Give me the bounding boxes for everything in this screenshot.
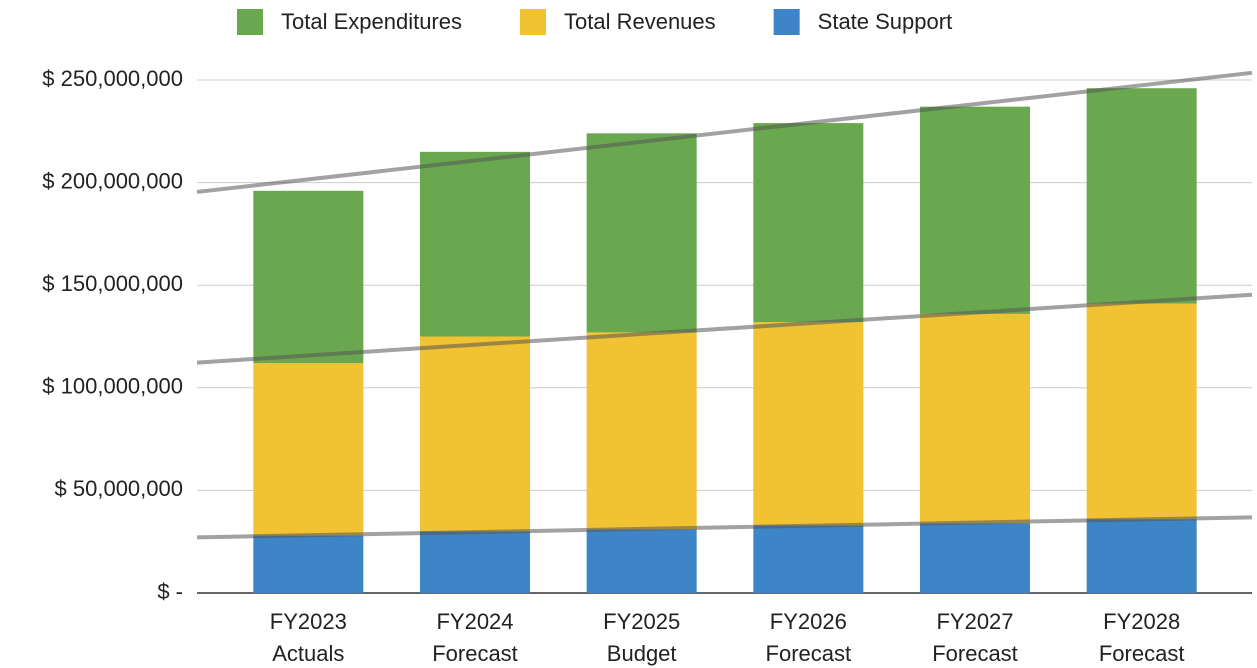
x-tick-label: Forecast — [432, 641, 518, 666]
bar-segment — [420, 531, 530, 593]
bar-segment — [1086, 88, 1197, 304]
bar-segment — [420, 336, 530, 532]
bar-segment — [1086, 519, 1197, 593]
y-tick-label: $ 100,000,000 — [42, 374, 183, 399]
bar-segment — [253, 535, 364, 593]
bar-segment — [1086, 303, 1197, 520]
y-tick-label: $ 150,000,000 — [42, 271, 183, 296]
x-tick-label: FY2026 — [770, 609, 847, 634]
trendline — [196, 292, 1253, 365]
x-tick-label: Forecast — [932, 641, 1018, 666]
bar-segment — [753, 525, 864, 593]
x-tick-label: FY2025 — [603, 609, 680, 634]
x-tick-label: Actuals — [272, 641, 344, 666]
x-tick-label: FY2028 — [1103, 609, 1180, 634]
bar-segment — [253, 190, 364, 364]
bar-segment — [586, 529, 697, 593]
legend-swatch — [773, 9, 800, 35]
bar-segment — [753, 322, 864, 526]
trendline — [196, 70, 1253, 194]
bar-segment — [920, 523, 1030, 593]
legend-label: State Support — [818, 9, 953, 34]
bar-segment — [586, 332, 697, 530]
bar-segment — [920, 106, 1030, 314]
y-tick-label: $ 200,000,000 — [42, 168, 183, 193]
y-tick-label: $ - — [157, 579, 183, 604]
bar-segment — [253, 363, 364, 536]
bar-segment — [920, 313, 1030, 524]
x-tick-label: Forecast — [1099, 641, 1185, 666]
trendline — [196, 515, 1253, 540]
x-tick-label: Forecast — [766, 641, 852, 666]
y-tick-label: $ 250,000,000 — [42, 66, 183, 91]
legend-label: Total Revenues — [564, 9, 716, 34]
legend-swatch — [237, 9, 263, 35]
x-tick-label: FY2023 — [270, 609, 347, 634]
x-tick-label: Budget — [607, 641, 677, 666]
legend-swatch — [520, 9, 546, 35]
bar-segment — [586, 133, 697, 333]
x-tick-label: FY2027 — [936, 609, 1013, 634]
x-tick-label: FY2024 — [436, 609, 513, 634]
legend-label: Total Expenditures — [281, 9, 462, 34]
y-tick-label: $ 50,000,000 — [55, 476, 183, 501]
bar-segment — [753, 123, 864, 323]
bar-segment — [420, 151, 530, 337]
